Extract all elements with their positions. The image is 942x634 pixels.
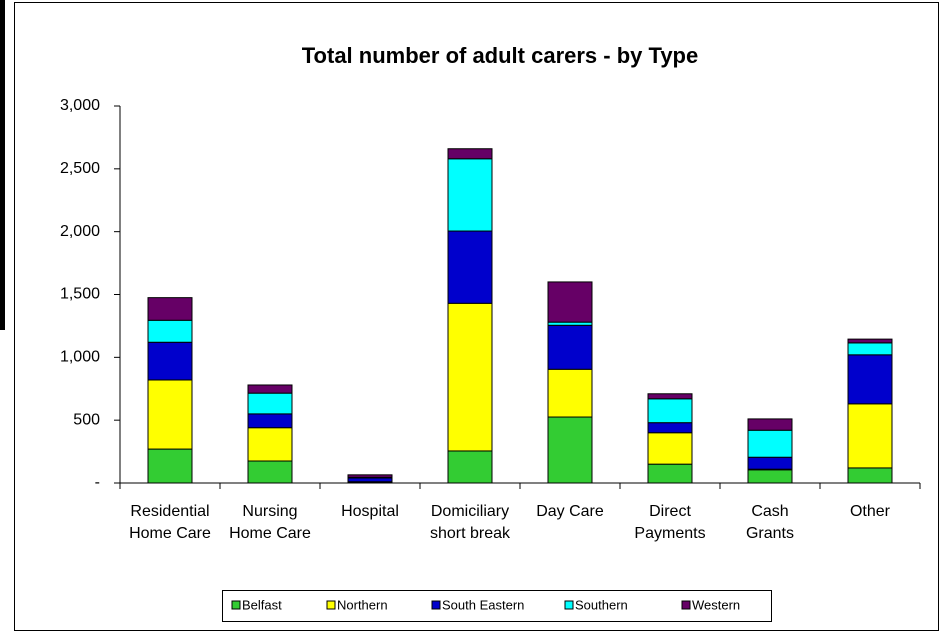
bar-segment — [547, 368, 593, 418]
bar-segment — [147, 341, 193, 381]
legend-swatch — [564, 600, 574, 610]
x-tick-label: Direct — [649, 503, 691, 520]
x-tick-label: Hospital — [341, 503, 399, 520]
legend-swatch — [681, 600, 691, 610]
edge-stripe — [0, 0, 5, 330]
bar-segment — [847, 342, 893, 356]
bar-segment — [647, 463, 693, 484]
bar-segment — [447, 302, 493, 452]
x-tick-label: Other — [850, 503, 891, 520]
bar-segment — [147, 448, 193, 484]
legend-swatch — [431, 600, 441, 610]
x-tick-label: Home Care — [129, 525, 211, 542]
bar-segment — [547, 416, 593, 484]
bar-segment — [247, 384, 293, 394]
legend-box — [222, 590, 772, 622]
legend-label: Southern — [575, 597, 628, 612]
x-tick-label: Day Care — [536, 503, 604, 520]
chart-title: Total number of adult carers - by Type — [302, 43, 698, 68]
bar-segment — [147, 319, 193, 343]
bar-segment — [247, 413, 293, 429]
bar-segment — [447, 230, 493, 304]
bar-segment — [247, 392, 293, 415]
y-tick-label: 500 — [73, 411, 100, 428]
bar-segment — [447, 148, 493, 160]
legend-label: Belfast — [242, 597, 282, 612]
bar-segment — [147, 297, 193, 321]
bar-segment — [647, 398, 693, 424]
bar-segment — [847, 338, 893, 344]
bar-segment — [247, 460, 293, 484]
bar-segment — [647, 393, 693, 400]
y-tick-label: 2,000 — [60, 223, 100, 240]
x-tick-label: Domiciliary — [431, 503, 509, 520]
legend-label: South Eastern — [442, 597, 524, 612]
x-tick-label: Cash — [751, 503, 788, 520]
bar-segment — [447, 158, 493, 232]
legend-swatch — [326, 600, 336, 610]
x-tick-label: Payments — [634, 525, 705, 542]
bar-segment — [547, 281, 593, 323]
bar-segment — [747, 418, 793, 431]
y-tick-label: 2,500 — [60, 160, 100, 177]
bar-segment — [447, 450, 493, 484]
x-tick-label: Home Care — [229, 525, 311, 542]
bar-segment — [747, 429, 793, 458]
bar-segment — [747, 456, 793, 470]
bar-segment — [647, 422, 693, 434]
bar-segment — [247, 427, 293, 462]
legend-label: Northern — [337, 597, 388, 612]
x-tick-label: Nursing — [242, 503, 297, 520]
bar-segment — [347, 477, 393, 483]
bar-segment — [547, 324, 593, 370]
bar-segment — [647, 432, 693, 465]
bar-segment — [847, 354, 893, 405]
bar-segment — [847, 403, 893, 469]
legend-swatch — [231, 600, 241, 610]
x-tick-label: short break — [430, 525, 511, 542]
bar-segment — [847, 467, 893, 484]
y-tick-label: - — [95, 474, 100, 491]
bar-segment — [147, 379, 193, 450]
y-tick-label: 1,000 — [60, 349, 100, 366]
y-tick-label: 3,000 — [60, 97, 100, 114]
bar-segment — [347, 474, 393, 478]
legend-label: Western — [692, 597, 740, 612]
y-tick-label: 1,500 — [60, 286, 100, 303]
x-tick-label: Residential — [130, 503, 209, 520]
bar-segment — [747, 469, 793, 484]
x-tick-label: Grants — [746, 525, 794, 542]
